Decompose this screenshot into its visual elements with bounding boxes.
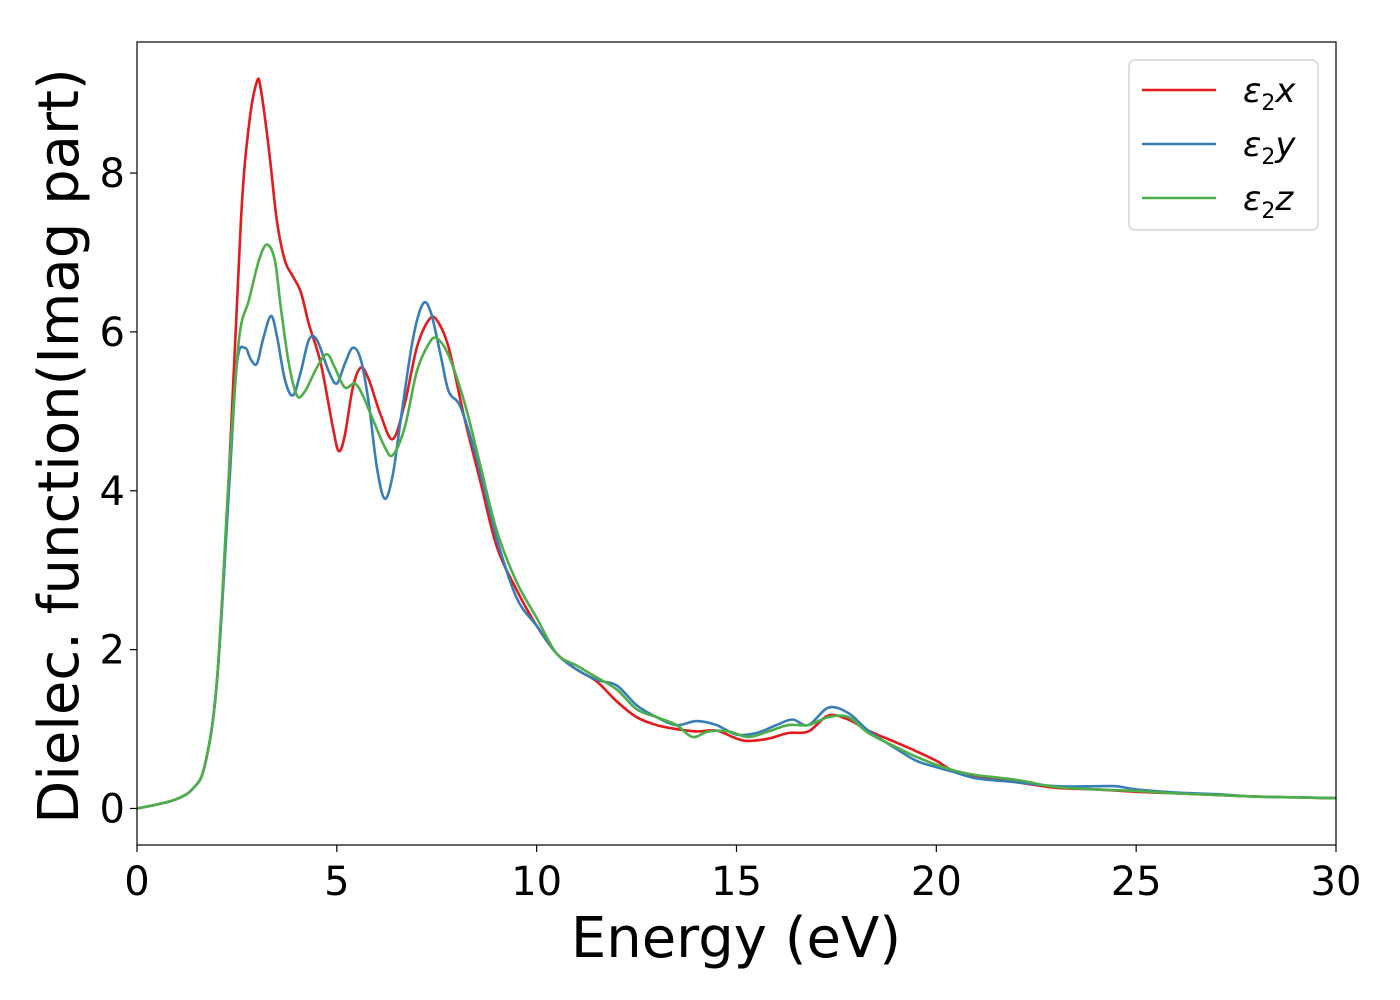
y-tick-label: 2 bbox=[100, 628, 125, 674]
legend-label-z: ε2z bbox=[1243, 179, 1294, 224]
x-axis-label: Energy (eV) bbox=[571, 906, 901, 971]
y-axis-label: Dielec. function(Imag part) bbox=[27, 68, 92, 824]
x-tick-label: 10 bbox=[511, 859, 562, 905]
x-tick-label: 0 bbox=[124, 859, 149, 905]
legend-label-x: ε2x bbox=[1243, 71, 1296, 116]
x-tick-label: 5 bbox=[324, 859, 349, 905]
y-tick-label: 4 bbox=[100, 469, 125, 515]
series-line-z bbox=[136, 243, 1337, 810]
x-tick-label: 30 bbox=[1311, 859, 1362, 905]
legend-label-y: ε2y bbox=[1243, 125, 1296, 170]
series-line-x bbox=[136, 77, 1337, 810]
x-tick-label: 20 bbox=[911, 859, 962, 905]
x-tick-label: 15 bbox=[711, 859, 762, 905]
legend: ε2x ε2y ε2z bbox=[1128, 59, 1319, 231]
y-tick-label: 6 bbox=[100, 310, 125, 356]
legend-frame bbox=[1128, 59, 1319, 231]
series-line-y bbox=[136, 300, 1337, 810]
plot-lines bbox=[136, 77, 1337, 810]
y-axis: 0 2 4 6 8 bbox=[100, 151, 137, 832]
x-axis: 0 5 10 15 20 25 30 bbox=[124, 845, 1361, 905]
y-tick-label: 0 bbox=[100, 786, 125, 832]
y-tick-label: 8 bbox=[100, 151, 125, 197]
x-tick-label: 25 bbox=[1111, 859, 1162, 905]
